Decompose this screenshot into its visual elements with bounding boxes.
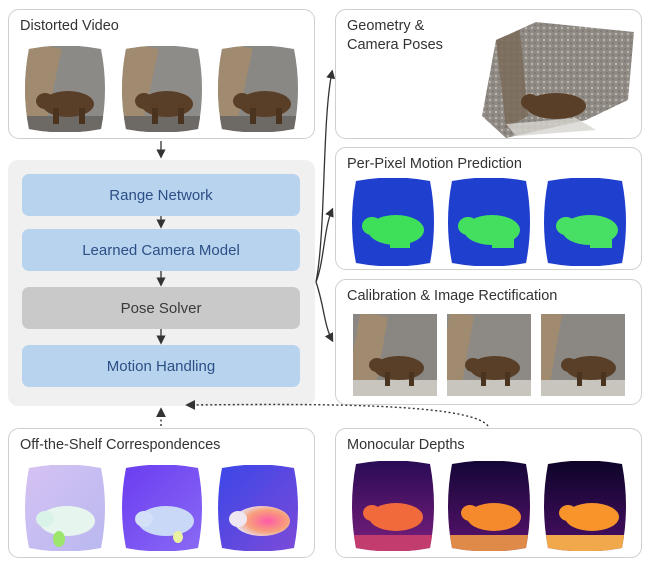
distorted-frame-2: [120, 46, 204, 132]
motion-prediction-panel: Per-Pixel Motion Prediction: [335, 147, 642, 270]
correspondence-map-3: [216, 465, 300, 551]
distorted-video-panel: Distorted Video: [8, 9, 315, 139]
point-cloud-reconstruction: [476, 20, 636, 138]
distorted-frame-3: [216, 46, 300, 132]
correspondences-title: Off-the-Shelf Correspondences: [20, 437, 221, 453]
depth-map-2: [446, 461, 532, 551]
monocular-depths-panel: Monocular Depths: [335, 428, 642, 558]
calibration-title: Calibration & Image Rectification: [347, 288, 558, 304]
motion-map-1: [350, 178, 436, 266]
motion-handling-module: Motion Handling: [22, 345, 300, 387]
depth-map-1: [350, 461, 436, 551]
range-network-module: Range Network: [22, 174, 300, 216]
rectified-frame-3: [541, 314, 625, 396]
geometry-panel: Geometry & Camera Poses: [335, 9, 642, 139]
distorted-video-title: Distorted Video: [20, 18, 119, 34]
distorted-frame-1: [23, 46, 107, 132]
rectified-frame-2: [447, 314, 531, 396]
arrow-depths-to-pipeline: [185, 400, 489, 427]
motion-map-2: [446, 178, 532, 266]
arrow-to-calibration: [315, 281, 334, 343]
arrow-to-motion-prediction: [315, 207, 334, 283]
depth-map-3: [542, 461, 628, 551]
monocular-depths-title: Monocular Depths: [347, 437, 465, 453]
motion-map-3: [542, 178, 628, 266]
correspondences-panel: Off-the-Shelf Correspondences: [8, 428, 315, 558]
learned-camera-model-module: Learned Camera Model: [22, 229, 300, 271]
motion-prediction-title: Per-Pixel Motion Prediction: [347, 156, 522, 172]
calibration-panel: Calibration & Image Rectification: [335, 279, 642, 405]
correspondence-map-2: [120, 465, 204, 551]
correspondence-map-1: [23, 465, 107, 551]
geometry-title: Geometry & Camera Poses: [347, 18, 443, 53]
arrow-to-geometry: [315, 69, 336, 283]
pose-solver-module: Pose Solver: [22, 287, 300, 329]
rectified-frame-1: [353, 314, 437, 396]
